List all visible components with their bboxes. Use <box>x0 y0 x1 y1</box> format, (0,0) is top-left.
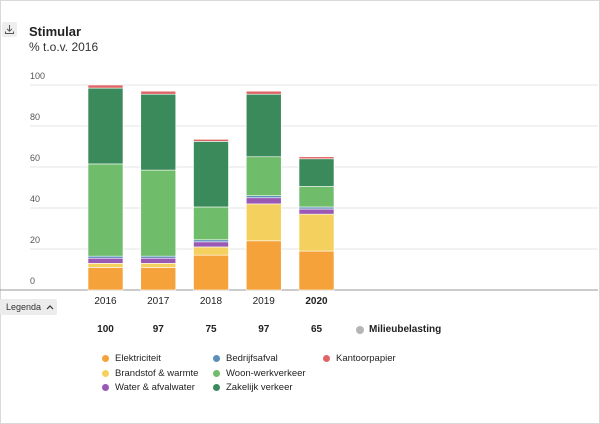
legend-swatch <box>323 355 330 362</box>
download-button[interactable] <box>2 22 17 37</box>
bar-segment[interactable] <box>193 241 229 248</box>
legend-label: Elektriciteit <box>115 353 161 364</box>
legend-item[interactable]: Zakelijk verkeer <box>213 382 293 393</box>
legend-item[interactable]: Woon-werkverkeer <box>213 368 306 379</box>
x-tick-label: 2020 <box>305 296 328 307</box>
legend-label: Bedrijfsafval <box>226 353 278 364</box>
bar-segment[interactable] <box>87 263 124 268</box>
bar-segment[interactable] <box>193 254 229 291</box>
bar-segment[interactable] <box>298 158 335 187</box>
bar-segment[interactable] <box>245 90 282 95</box>
legend-swatch <box>213 384 220 391</box>
legend-item[interactable]: Brandstof & warmte <box>102 368 198 379</box>
legend-item[interactable]: Water & afvalwater <box>102 382 195 393</box>
bar-segment[interactable] <box>140 255 177 259</box>
bar-total-label: 65 <box>310 324 323 335</box>
legend-label: Zakelijk verkeer <box>226 382 293 393</box>
legend-swatch <box>102 384 109 391</box>
y-tick-label: 100 <box>30 71 45 81</box>
bar-segment[interactable] <box>87 267 124 291</box>
bar-segment[interactable] <box>298 186 335 208</box>
chevron-up-icon <box>46 305 54 310</box>
environmental-impact-toggle[interactable]: Milieubelasting <box>356 324 441 335</box>
bar-segment[interactable] <box>298 208 335 215</box>
x-tick-label: 2017 <box>147 296 170 307</box>
bar-segment[interactable] <box>140 90 177 95</box>
bar-segment[interactable] <box>140 267 177 291</box>
bar-segment[interactable] <box>245 240 282 291</box>
y-tick-label: 0 <box>30 276 35 286</box>
bar-segment[interactable] <box>87 87 124 165</box>
bar-segment[interactable] <box>140 93 177 171</box>
download-icon <box>5 25 14 34</box>
environmental-impact-label: Milieubelasting <box>369 324 442 335</box>
legend-item[interactable]: Elektriciteit <box>102 353 161 364</box>
bar-segment[interactable] <box>193 239 229 243</box>
legend-swatch <box>213 355 220 362</box>
y-tick-label: 80 <box>30 112 40 122</box>
bar-segment[interactable] <box>298 213 335 252</box>
bar-segment[interactable] <box>245 197 282 205</box>
bar-segment[interactable] <box>193 141 229 208</box>
bar-segment[interactable] <box>245 195 282 199</box>
bar-segment[interactable] <box>193 246 229 256</box>
bar-segment[interactable] <box>245 203 282 242</box>
x-tick-label: 2016 <box>94 296 117 307</box>
bar-segment[interactable] <box>87 257 124 264</box>
bar-total-label: 97 <box>152 324 164 335</box>
chart-subtitle: % t.o.v. 2016 <box>29 40 99 54</box>
y-tick-label: 20 <box>30 235 40 245</box>
bar-segment[interactable] <box>245 93 282 158</box>
legend-swatch <box>102 355 109 362</box>
bar-segment[interactable] <box>193 206 229 241</box>
bar-segment[interactable] <box>298 206 335 210</box>
y-tick-label: 40 <box>30 194 40 204</box>
bar-segment[interactable] <box>140 257 177 264</box>
bar-segment[interactable] <box>298 156 335 160</box>
legend-toggle-label: Legenda <box>6 302 42 312</box>
legend-item[interactable]: Kantoorpapier <box>323 353 396 364</box>
bar-segment[interactable] <box>87 255 124 259</box>
bar-segment[interactable] <box>298 250 335 291</box>
chart-title: Stimular <box>29 24 82 39</box>
legend-item[interactable]: Bedrijfsafval <box>213 353 278 364</box>
bar-segment[interactable] <box>87 163 124 257</box>
bar-segment[interactable] <box>87 84 124 89</box>
legend-toggle-button[interactable]: Legenda <box>0 299 57 315</box>
x-tick-label: 2018 <box>200 296 223 307</box>
environmental-impact-dot <box>356 325 364 334</box>
legend-swatch <box>102 370 109 377</box>
bar-total-label: 100 <box>97 324 114 335</box>
x-tick-label: 2019 <box>253 296 276 307</box>
legend-swatch <box>213 370 220 377</box>
legend-label: Water & afvalwater <box>115 382 195 393</box>
bar-total-label: 75 <box>205 324 217 335</box>
bar-segment[interactable] <box>193 139 229 142</box>
bar-segment[interactable] <box>140 263 177 268</box>
legend-label: Woon-werkverkeer <box>226 368 306 379</box>
legend-label: Kantoorpapier <box>336 353 396 364</box>
y-tick-label: 60 <box>30 153 40 163</box>
bar-segment[interactable] <box>140 169 177 257</box>
legend-label: Brandstof & warmte <box>115 368 199 379</box>
bar-total-label: 97 <box>258 324 270 335</box>
bar-segment[interactable] <box>245 156 282 197</box>
